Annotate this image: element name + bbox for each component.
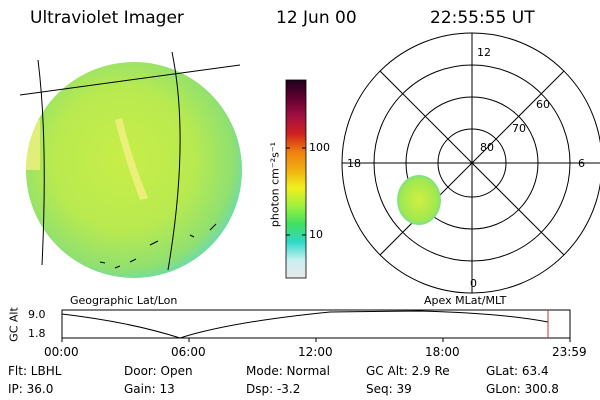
x-tick-1200: 12:00 [298,345,333,359]
door-info: Door: Open [124,364,193,378]
x-tick-0600: 06:00 [171,345,206,359]
image-panel-caption: Geographic Lat/Lon [70,294,178,307]
x-tick-1800: 18:00 [425,345,460,359]
app-title: Ultraviolet Imager [30,8,184,28]
lat-60-label: 60 [536,98,550,111]
mlt-12-label: 12 [477,46,491,59]
polar-panel-caption: Apex MLat/MLT [424,294,507,307]
lat-80-label: 80 [480,141,494,154]
auroral-oval-blob [397,175,441,225]
earth-disk-image [19,51,242,278]
altitude-plot [61,309,571,342]
mlt-6-label: 6 [578,157,585,170]
lat-70-label: 70 [512,122,526,135]
dsp-info: Dsp: -3.2 [246,382,301,396]
x-tick-2359: 23:59 [552,345,587,359]
mode-info: Mode: Normal [246,364,330,378]
glat-info: GLat: 63.4 [486,364,549,378]
colorbar-unit-label: photon cm⁻²s⁻¹ [268,141,282,228]
gc-alt-info: GC Alt: 2.9 Re [366,364,450,378]
ip-info: IP: 36.0 [8,382,54,396]
colorbar [285,79,307,279]
x-tick-0000: 00:00 [44,345,79,359]
time-label: 22:55:55 UT [430,8,535,28]
colorbar-tick-100: 100 [309,141,330,154]
polar-plot [341,32,600,294]
altitude-ylabel: GC Alt [7,307,21,342]
date-label: 12 Jun 00 [276,8,357,28]
colorbar-tick-10: 10 [309,228,323,241]
mlt-0-label: 0 [470,277,477,290]
filter-info: Flt: LBHL [8,364,62,378]
gain-info: Gain: 13 [124,382,175,396]
altitude-ytick-top: 9.0 [28,308,46,321]
glon-info: GLon: 300.8 [486,382,559,396]
seq-info: Seq: 39 [366,382,412,396]
mlt-18-label: 18 [347,157,361,170]
altitude-ytick-bottom: 1.8 [28,327,46,340]
